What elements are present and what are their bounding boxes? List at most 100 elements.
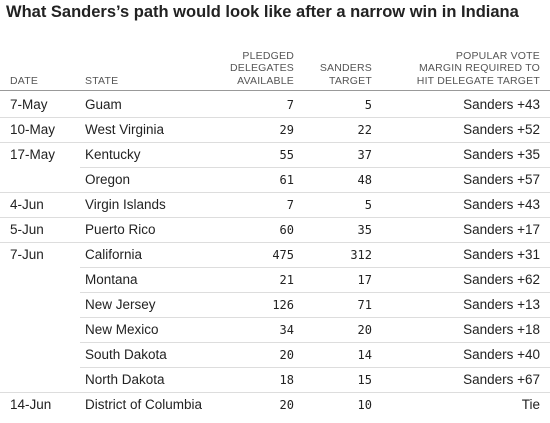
cell-sanders-target: 20 xyxy=(357,323,372,337)
cell-state: Virgin Islands xyxy=(85,197,166,212)
cell-state: Oregon xyxy=(85,172,131,187)
cell-sanders-target: 5 xyxy=(364,198,372,212)
cell-popular-vote-margin: Sanders +17 xyxy=(463,222,540,237)
cell-popular-vote-margin: Sanders +31 xyxy=(463,247,540,262)
cell-pledged-delegates: 20 xyxy=(279,348,294,362)
column-header-line: MARGIN REQUIRED TO xyxy=(418,62,540,74)
cell-date: 7-May xyxy=(10,97,48,112)
cell-state: California xyxy=(85,247,143,262)
row-divider xyxy=(0,117,550,118)
cell-popular-vote-margin: Sanders +57 xyxy=(463,172,540,187)
row-divider xyxy=(80,342,550,343)
table-body: 7-May Guam 7 5 Sanders +43 10-May West Virgini… xyxy=(0,93,550,418)
cell-popular-vote-margin: Sanders +43 xyxy=(463,97,540,112)
cell-sanders-target: 48 xyxy=(357,173,372,187)
cell-state: Puerto Rico xyxy=(85,222,156,237)
cell-state: South Dakota xyxy=(85,347,167,362)
cell-pledged-delegates: 60 xyxy=(279,223,294,237)
column-header-popular-vote-margin: POPULAR VOTE MARGIN REQUIRED TO HIT DELE… xyxy=(417,50,540,88)
table-row: New Jersey 126 71 Sanders +13 xyxy=(0,293,550,318)
cell-sanders-target: 312 xyxy=(350,248,372,262)
column-header-pledged-delegates: PLEDGED DELEGATES AVAILABLE xyxy=(230,50,294,88)
cell-sanders-target: 17 xyxy=(357,273,372,287)
cell-popular-vote-margin: Sanders +18 xyxy=(463,322,540,337)
cell-state: North Dakota xyxy=(85,372,165,387)
table-row: 4-Jun Virgin Islands 7 5 Sanders +43 xyxy=(0,193,550,218)
column-header-line: DATE xyxy=(10,74,39,87)
table-row: Montana 21 17 Sanders +62 xyxy=(0,268,550,293)
cell-sanders-target: 71 xyxy=(357,298,372,312)
cell-date: 14-Jun xyxy=(10,397,52,412)
column-header-sanders-target: SANDERS TARGET xyxy=(320,62,372,87)
cell-date: 17-May xyxy=(10,147,56,162)
cell-pledged-delegates: 18 xyxy=(279,373,294,387)
cell-pledged-delegates: 61 xyxy=(279,173,294,187)
cell-state: District of Columbia xyxy=(85,397,203,412)
column-header-line: SANDERS xyxy=(319,62,372,74)
row-divider xyxy=(80,317,550,318)
cell-pledged-delegates: 29 xyxy=(279,123,294,137)
cell-date: 10-May xyxy=(10,122,56,137)
column-header-date: DATE xyxy=(10,75,38,88)
table-row: 14-Jun District of Columbia 20 10 Tie xyxy=(0,393,550,418)
cell-popular-vote-margin: Tie xyxy=(521,397,540,412)
cell-pledged-delegates: 20 xyxy=(279,398,294,412)
cell-sanders-target: 37 xyxy=(357,148,372,162)
cell-date: 7-Jun xyxy=(10,247,44,262)
cell-popular-vote-margin: Sanders +43 xyxy=(463,197,540,212)
cell-popular-vote-margin: Sanders +67 xyxy=(463,372,540,387)
table-row: 7-May Guam 7 5 Sanders +43 xyxy=(0,93,550,118)
cell-state: Guam xyxy=(85,97,122,112)
cell-sanders-target: 14 xyxy=(357,348,372,362)
cell-date: 4-Jun xyxy=(10,197,44,212)
column-header-line: AVAILABLE xyxy=(237,74,294,87)
table-row: 17-May Kentucky 55 37 Sanders +35 xyxy=(0,143,550,168)
row-divider xyxy=(80,267,550,268)
cell-popular-vote-margin: Sanders +40 xyxy=(463,347,540,362)
row-divider xyxy=(0,142,550,143)
cell-popular-vote-margin: Sanders +52 xyxy=(463,122,540,137)
row-divider xyxy=(0,242,550,243)
cell-popular-vote-margin: Sanders +62 xyxy=(463,272,540,287)
row-divider xyxy=(80,167,550,168)
cell-pledged-delegates: 21 xyxy=(279,273,294,287)
row-divider xyxy=(0,192,550,193)
row-divider xyxy=(80,367,550,368)
table-row: 7-Jun California 475 312 Sanders +31 xyxy=(0,243,550,268)
cell-pledged-delegates: 126 xyxy=(272,298,294,312)
column-header-line: POPULAR VOTE xyxy=(455,49,540,62)
cell-date: 5-Jun xyxy=(10,222,44,237)
column-header-line: HIT DELEGATE TARGET xyxy=(416,74,540,87)
page-title: What Sanders’s path would look like afte… xyxy=(6,3,519,21)
table-row: 10-May West Virginia 29 22 Sanders +52 xyxy=(0,118,550,143)
column-header-state: STATE xyxy=(85,75,118,88)
cell-sanders-target: 22 xyxy=(357,123,372,137)
cell-state: New Jersey xyxy=(85,297,156,312)
cell-pledged-delegates: 34 xyxy=(279,323,294,337)
cell-pledged-delegates: 7 xyxy=(286,98,294,112)
cell-state: Kentucky xyxy=(85,147,141,162)
column-header-line: TARGET xyxy=(328,74,372,87)
cell-pledged-delegates: 55 xyxy=(279,148,294,162)
cell-state: Montana xyxy=(85,272,138,287)
cell-popular-vote-margin: Sanders +35 xyxy=(463,147,540,162)
table-row: New Mexico 34 20 Sanders +18 xyxy=(0,318,550,343)
cell-state: New Mexico xyxy=(85,322,159,337)
cell-pledged-delegates: 7 xyxy=(286,198,294,212)
column-header-line: STATE xyxy=(85,74,119,87)
row-divider xyxy=(0,217,550,218)
cell-state: West Virginia xyxy=(85,122,165,137)
column-header-line: DELEGATES xyxy=(229,62,294,74)
table-header: DATE STATE PLEDGED DELEGATES AVAILABLE S… xyxy=(0,44,550,91)
cell-popular-vote-margin: Sanders +13 xyxy=(463,297,540,312)
cell-sanders-target: 35 xyxy=(357,223,372,237)
cell-sanders-target: 5 xyxy=(364,98,372,112)
table-row: Oregon 61 48 Sanders +57 xyxy=(0,168,550,193)
column-header-line: PLEDGED xyxy=(242,49,294,62)
cell-sanders-target: 10 xyxy=(357,398,372,412)
table-row: South Dakota 20 14 Sanders +40 xyxy=(0,343,550,368)
table-row: 5-Jun Puerto Rico 60 35 Sanders +17 xyxy=(0,218,550,243)
cell-pledged-delegates: 475 xyxy=(272,248,294,262)
table-row: North Dakota 18 15 Sanders +67 xyxy=(0,368,550,393)
